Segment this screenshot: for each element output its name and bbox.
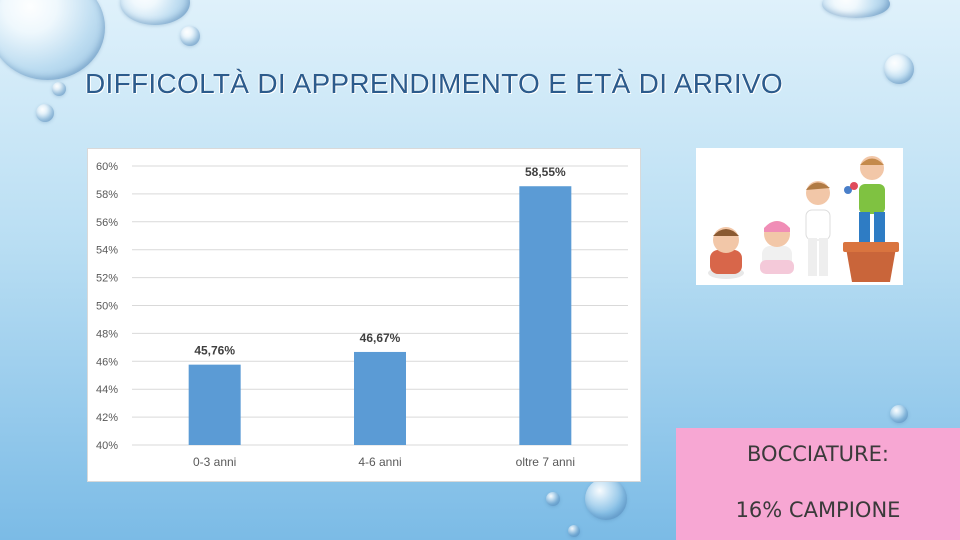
- y-tick-label: 52%: [96, 273, 118, 285]
- water-bubble: [822, 0, 890, 18]
- y-tick-label: 54%: [96, 245, 118, 257]
- water-bubble: [585, 478, 627, 520]
- children-flowerpot-image: [708, 156, 899, 282]
- bar-chart-canvas: 40% 42% 44% 46% 48% 50% 52% 54% 56% 58% 60% 45,76% 0…: [96, 161, 628, 469]
- y-tick-label: 48%: [96, 328, 118, 340]
- y-tick-label: 40%: [96, 440, 118, 452]
- y-tick-label: 46%: [96, 356, 118, 368]
- x-tick-label: oltre 7 anni: [516, 455, 575, 469]
- x-tick-label: 0-3 anni: [193, 455, 236, 469]
- water-bubble: [568, 525, 580, 537]
- water-bubble: [120, 0, 190, 25]
- water-bubble: [890, 405, 908, 423]
- bocciature-callout: BOCCIATURE: 16% CAMPIONE: [676, 428, 960, 540]
- children-photo: [696, 148, 903, 285]
- y-tick-label: 58%: [96, 189, 118, 201]
- water-bubble: [52, 82, 66, 96]
- bar: [188, 364, 241, 445]
- y-tick-label: 50%: [96, 301, 118, 313]
- callout-heading: BOCCIATURE:: [747, 442, 889, 466]
- x-tick-label: 4-6 anni: [358, 455, 401, 469]
- y-tick-label: 42%: [96, 412, 118, 424]
- data-label: 58,55%: [525, 165, 566, 179]
- y-tick-label: 56%: [96, 217, 118, 229]
- bar: [519, 186, 572, 445]
- data-label: 45,76%: [194, 344, 235, 358]
- y-tick-label: 60%: [96, 161, 118, 173]
- water-bubble: [36, 104, 54, 122]
- water-bubble: [546, 492, 560, 506]
- bar: [354, 351, 406, 445]
- water-bubble: [180, 26, 200, 46]
- bar-chart: 40% 42% 44% 46% 48% 50% 52% 54% 56% 58% 60% 45,76% 0…: [87, 148, 641, 482]
- callout-value: 16% CAMPIONE: [735, 498, 901, 522]
- y-tick-label: 44%: [96, 384, 118, 396]
- slide-title: DIFFICOLTÀ DI APPRENDIMENTO E ETÀ DI ARR…: [85, 68, 783, 99]
- data-label: 46,67%: [360, 331, 401, 345]
- water-bubble: [884, 54, 914, 84]
